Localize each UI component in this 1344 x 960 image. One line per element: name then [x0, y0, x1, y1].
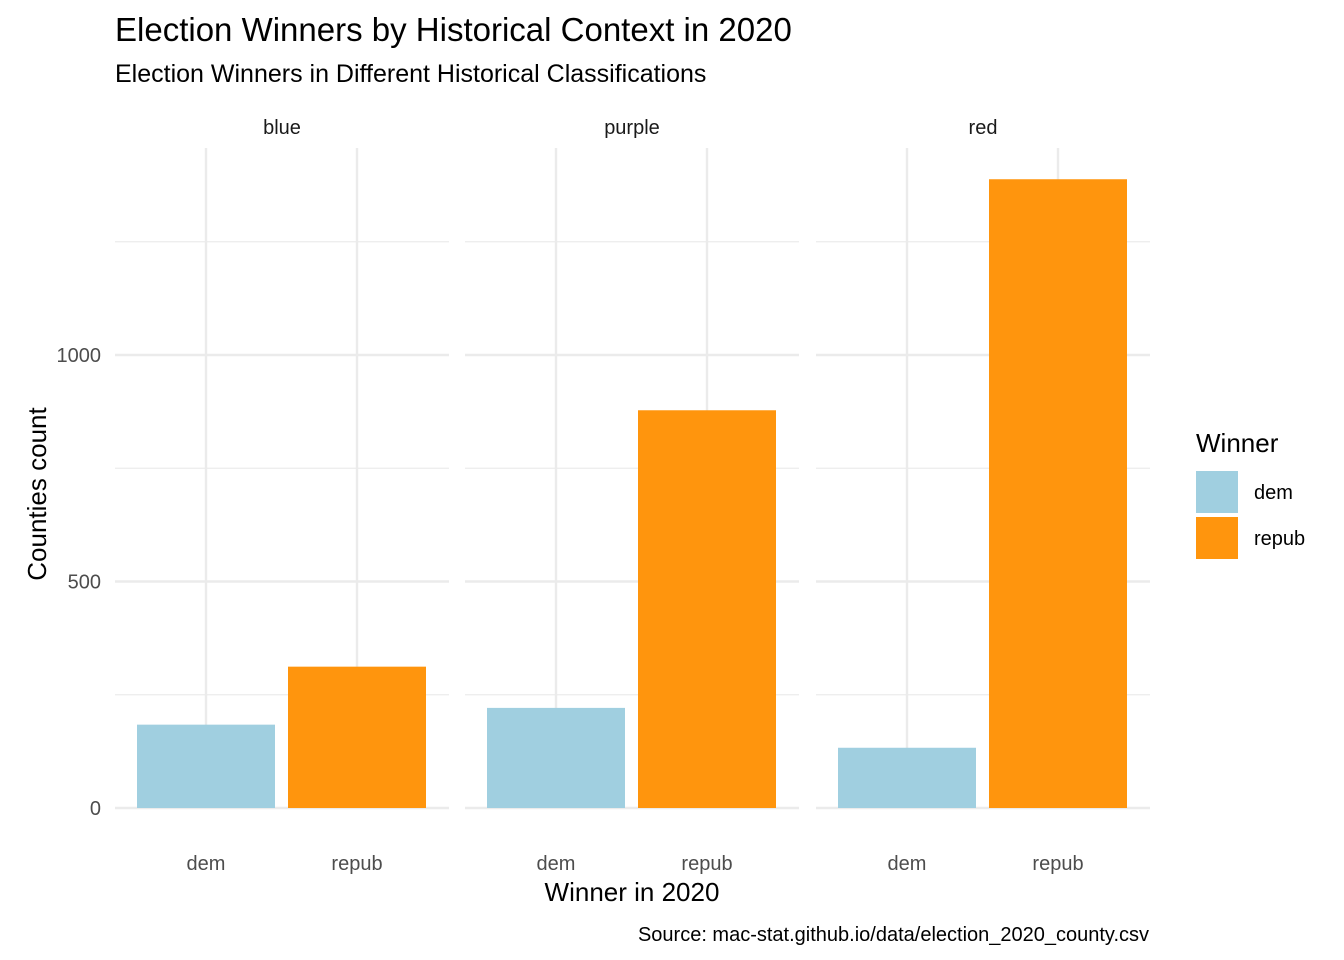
x-tick-label: dem: [888, 853, 927, 875]
x-tick-label: repub: [331, 853, 382, 875]
bar-blue-dem: [137, 724, 275, 808]
y-tick-label: 0: [90, 798, 101, 820]
y-tick-label: 500: [68, 572, 101, 594]
chart-subtitle: Election Winners in Different Historical…: [115, 60, 706, 88]
chart-caption: Source: mac-stat.github.io/data/election…: [638, 924, 1149, 946]
legend-label-repub: repub: [1254, 528, 1305, 550]
bar-purple-dem: [487, 707, 625, 808]
panel-blue: blue dem repub: [115, 117, 449, 875]
x-tick-label: dem: [187, 853, 226, 875]
y-axis-title: Counties count: [22, 407, 52, 581]
facet-label: blue: [263, 117, 301, 139]
x-axis-title: Winner in 2020: [545, 877, 720, 907]
legend-key-repub: [1196, 517, 1238, 559]
bar-blue-repub: [288, 666, 426, 808]
panel-purple: purple dem repub: [465, 117, 799, 875]
y-tick-label: 1000: [57, 345, 102, 367]
bar-red-dem: [838, 747, 976, 808]
facet-label: purple: [604, 117, 660, 139]
legend-key-dem: [1196, 471, 1238, 513]
bar-purple-repub: [638, 410, 776, 808]
x-tick-label: repub: [681, 853, 732, 875]
x-tick-label: repub: [1032, 853, 1083, 875]
y-axis: 0 500 1000: [57, 345, 102, 820]
panel-red: red dem repub: [816, 117, 1150, 875]
legend-title: Winner: [1196, 428, 1279, 458]
facet-panels: blue dem repub purple dem repub red dem repub: [115, 117, 1150, 875]
chart-title: Election Winners by Historical Context i…: [115, 11, 792, 48]
legend: Winner dem repub: [1196, 428, 1305, 559]
facet-label: red: [969, 117, 998, 139]
legend-label-dem: dem: [1254, 482, 1293, 504]
bar-red-repub: [989, 179, 1127, 809]
x-tick-label: dem: [537, 853, 576, 875]
